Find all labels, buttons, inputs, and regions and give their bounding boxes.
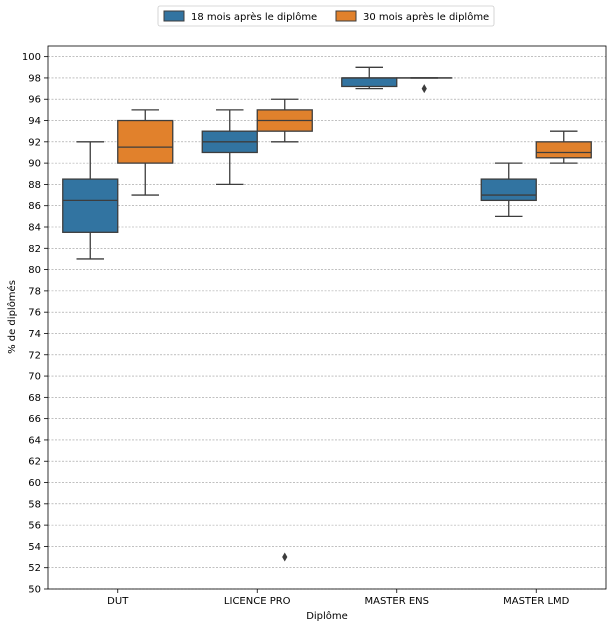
y-tick-label: 70 <box>28 372 41 383</box>
y-tick-label: 66 <box>28 414 41 425</box>
y-tick-label: 62 <box>28 457 41 468</box>
legend-swatch <box>335 10 357 22</box>
y-tick-label: 98 <box>28 73 41 84</box>
y-tick-label: 84 <box>28 223 41 234</box>
box-iqr <box>341 77 398 88</box>
box-iqr <box>62 178 119 233</box>
x-axis-label: Diplôme <box>306 610 348 622</box>
y-tick-label: 96 <box>28 95 41 106</box>
y-axis-ticks: 50 52 54 56 58 60 62 64 66 68 70 72 74 76 78 80 82 84 86 88… <box>22 52 48 596</box>
plot-frame <box>47 45 607 590</box>
y-tick-label: 88 <box>28 180 41 191</box>
y-tick-label: 80 <box>28 265 41 276</box>
grid-lines <box>48 56 606 590</box>
y-tick-label: 60 <box>28 478 41 489</box>
outlier-point <box>421 84 427 94</box>
x-tick-label: LICENCE PRO <box>224 596 291 607</box>
legend-frame <box>157 5 495 27</box>
x-tick-label: DUT <box>107 596 129 607</box>
y-tick-label: 100 <box>22 52 41 63</box>
y-tick-label: 86 <box>28 201 41 212</box>
x-tick-label: MASTER LMD <box>503 596 570 607</box>
y-tick-label: 68 <box>28 393 41 404</box>
y-tick-label: 58 <box>28 499 41 510</box>
box-iqr <box>117 119 174 164</box>
y-tick-label: 92 <box>28 137 41 148</box>
box-plot-group <box>62 66 592 562</box>
y-tick-label: 82 <box>28 244 41 255</box>
box-iqr <box>535 141 592 159</box>
y-tick-label: 78 <box>28 286 41 297</box>
outlier-point <box>282 552 288 562</box>
y-tick-label: 50 <box>28 585 41 596</box>
y-tick-label: 52 <box>28 563 41 574</box>
y-tick-label: 76 <box>28 308 41 319</box>
y-tick-label: 72 <box>28 350 41 361</box>
y-tick-label: 74 <box>28 329 41 340</box>
legend-label: 30 mois après le diplôme <box>363 11 489 23</box>
y-tick-label: 54 <box>28 542 41 553</box>
y-axis-label: % de diplômés <box>6 280 18 354</box>
y-tick-label: 90 <box>28 159 41 170</box>
x-axis-ticks: DUT LICENCE PRO MASTER ENS MASTER LMD <box>107 589 570 607</box>
legend-label: 18 mois après le diplôme <box>191 11 317 23</box>
legend-swatch <box>163 10 185 22</box>
legend: 18 mois après le diplôme 30 mois après le… <box>157 5 495 27</box>
y-tick-label: 94 <box>28 116 41 127</box>
y-tick-label: 56 <box>28 521 41 532</box>
y-tick-label: 64 <box>28 435 41 446</box>
box-iqr <box>480 178 537 202</box>
x-tick-label: MASTER ENS <box>364 596 429 607</box>
